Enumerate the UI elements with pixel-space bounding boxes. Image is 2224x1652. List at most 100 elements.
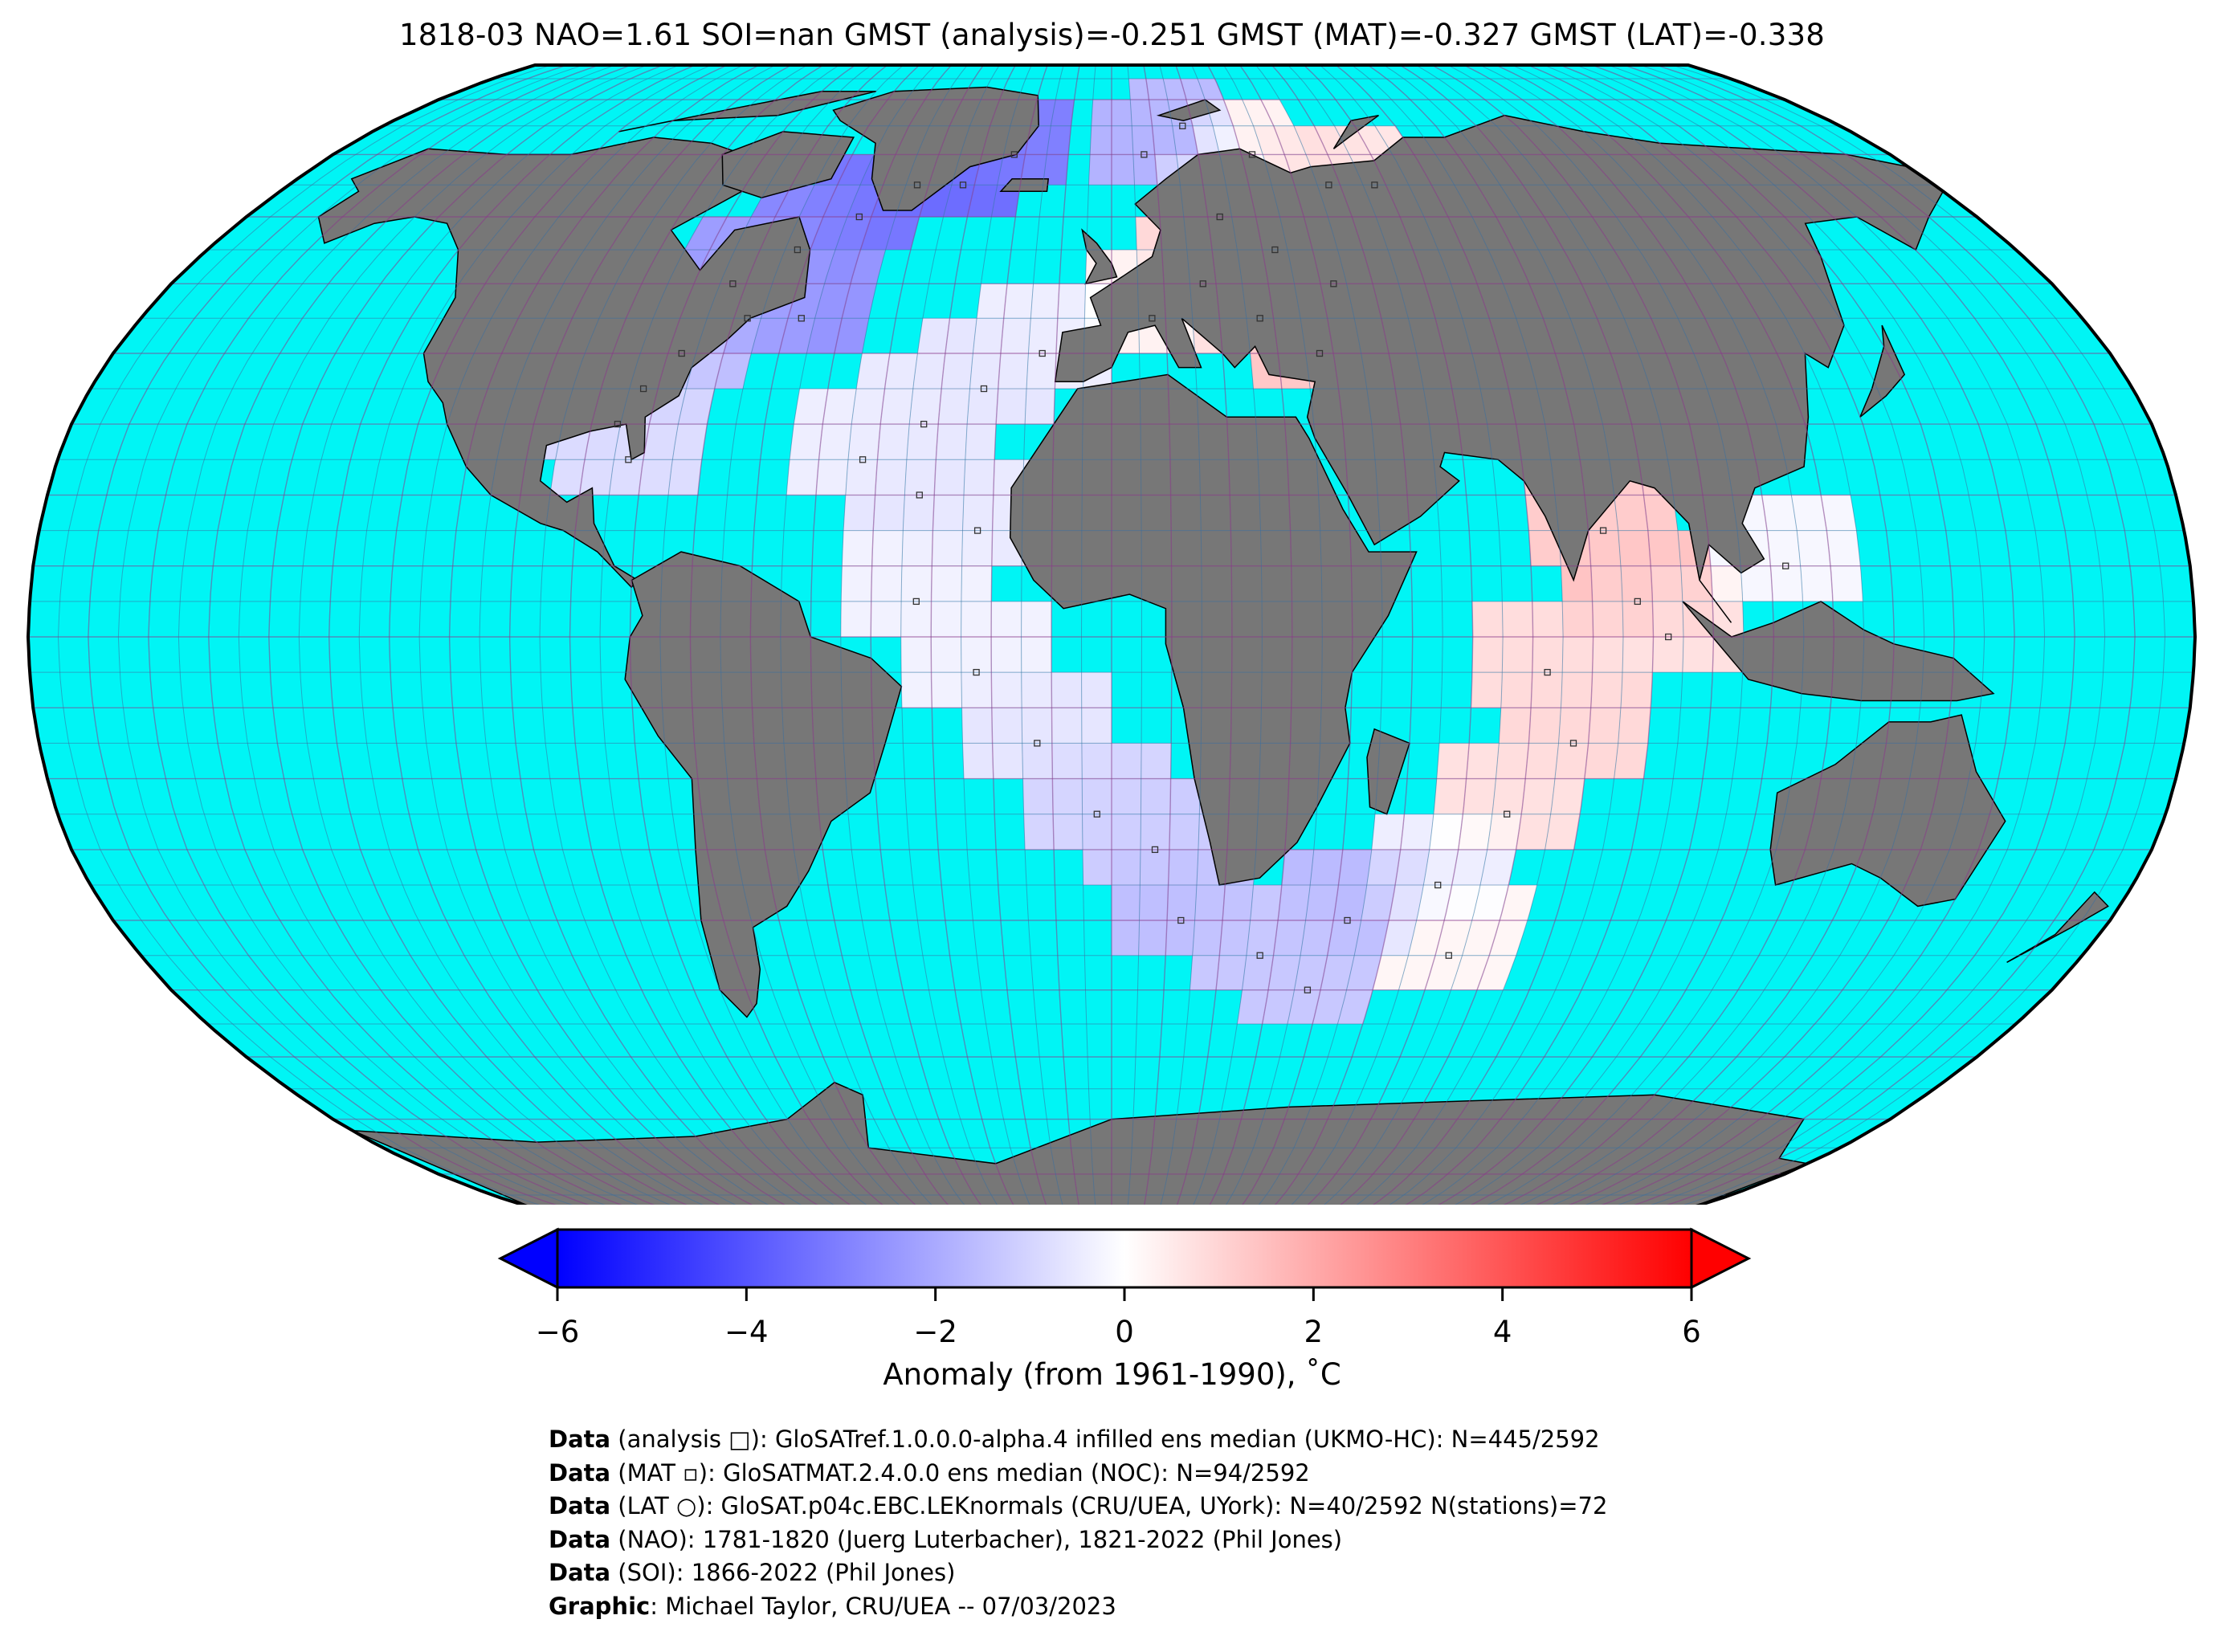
analysis-marker <box>744 315 751 322</box>
anomaly-cell <box>1112 885 1141 920</box>
anomaly-cell <box>1022 778 1054 814</box>
credits-block: Data (analysis □): GloSATref.1.0.0.0-alp… <box>549 1423 1607 1623</box>
anomaly-cell <box>936 424 968 460</box>
analysis-marker <box>1325 182 1332 189</box>
anomaly-cell <box>851 389 885 425</box>
anomaly-cell <box>1139 885 1169 920</box>
analysis-marker <box>913 182 921 189</box>
anomaly-cell <box>991 185 1021 217</box>
anomaly-cell <box>931 565 962 602</box>
anomaly-cell <box>1436 743 1470 779</box>
anomaly-cell <box>1020 154 1047 186</box>
anomaly-cell <box>1558 708 1591 744</box>
anomaly-cell <box>1132 154 1157 186</box>
anomaly-cell <box>1791 495 1827 531</box>
anomaly-cell <box>824 250 861 284</box>
landmass-new-zealand <box>2006 891 2109 963</box>
anomaly-cell <box>1381 920 1417 956</box>
anomaly-cell <box>1314 125 1350 155</box>
analysis-marker <box>1149 315 1156 322</box>
analysis-marker <box>1330 280 1337 288</box>
meridian-line <box>1383 65 1624 1205</box>
anomaly-cell <box>1562 601 1594 637</box>
anomaly-cell <box>1243 100 1274 126</box>
analysis-marker <box>1151 846 1159 854</box>
anomaly-cell <box>969 353 1001 389</box>
analysis-marker <box>920 420 928 428</box>
analysis-marker <box>1039 349 1046 357</box>
analysis-marker <box>973 527 981 534</box>
anomaly-cell <box>1021 601 1052 637</box>
anomaly-cell <box>945 318 977 353</box>
anomaly-cell <box>714 353 752 389</box>
anomaly-cell <box>871 530 904 566</box>
anomaly-cell <box>880 389 913 425</box>
anomaly-cell <box>1354 125 1394 155</box>
anomaly-cell <box>1652 637 1683 673</box>
meridian-line <box>569 65 824 1205</box>
meridian-line <box>840 65 968 1205</box>
anomaly-cell <box>1800 565 1834 602</box>
anomaly-cell <box>871 601 902 637</box>
anomaly-cell <box>964 459 995 496</box>
colorbar-label: Anomaly (from 1961-1990), ˚C <box>883 1357 1341 1392</box>
landmass-uk <box>1081 228 1118 285</box>
anomaly-cell <box>1373 955 1409 990</box>
meridian-line <box>1143 65 1173 1205</box>
anomaly-cell <box>1312 989 1347 1024</box>
meridian-line <box>1447 65 1745 1205</box>
meridian-line <box>298 65 679 1205</box>
anomaly-cell <box>1826 530 1861 566</box>
anomaly-cell <box>901 530 933 566</box>
anomaly-cell <box>1053 814 1083 850</box>
meridian-line <box>388 65 728 1205</box>
anomaly-cell <box>1471 885 1509 920</box>
anomaly-cell <box>847 424 881 460</box>
analysis-marker <box>912 598 920 606</box>
anomaly-cell <box>1500 885 1537 920</box>
analysis-marker <box>625 456 632 463</box>
anomaly-cell <box>941 353 973 389</box>
meridian-line <box>1303 65 1474 1205</box>
anomaly-cell <box>1090 125 1112 155</box>
meridian-line <box>1576 65 1985 1205</box>
anomaly-cell <box>1532 601 1564 637</box>
meridian-line <box>358 65 712 1205</box>
anomaly-cell <box>906 424 939 460</box>
anomaly-cell <box>1521 778 1556 814</box>
anomaly-cell <box>991 637 1022 673</box>
meridian-line <box>1463 65 1775 1205</box>
anomaly-cell <box>1081 672 1112 708</box>
meridian-line <box>508 65 792 1205</box>
anomaly-cell <box>961 530 993 566</box>
anomaly-cell <box>1320 955 1355 990</box>
anomaly-cell <box>1614 495 1648 531</box>
anomaly-cell <box>1683 637 1714 673</box>
anomaly-cell <box>917 318 950 353</box>
anomaly-cell <box>1130 100 1153 126</box>
anomaly-cell <box>934 459 965 496</box>
credit-mat: Data (MAT ▫): GloSATMAT.2.4.0.0 ens medi… <box>549 1458 1310 1487</box>
meridian-line <box>1051 65 1080 1205</box>
anomaly-cell <box>1141 814 1170 850</box>
anomaly-cell <box>1222 885 1254 920</box>
anomaly-cell <box>1366 849 1401 885</box>
meridian-line <box>1639 65 2106 1205</box>
anomaly-cell <box>843 495 875 531</box>
anomaly-cell <box>1043 154 1069 186</box>
meridian-line <box>1223 65 1323 1205</box>
meridian-line <box>961 65 1032 1205</box>
anomaly-cell <box>1305 885 1339 920</box>
anomaly-cell <box>1083 849 1112 885</box>
anomaly-cell <box>1167 885 1197 920</box>
meridian-line <box>930 65 1016 1205</box>
analysis-marker <box>1665 633 1672 641</box>
anomaly-cell <box>1466 743 1500 779</box>
meridian-line <box>1191 65 1263 1205</box>
anomaly-cell <box>1253 125 1285 155</box>
analysis-marker <box>859 456 867 463</box>
analysis-marker <box>855 213 863 221</box>
anomaly-cell <box>1278 885 1311 920</box>
meridian-line <box>1623 65 2075 1205</box>
anomaly-cell <box>584 424 621 460</box>
